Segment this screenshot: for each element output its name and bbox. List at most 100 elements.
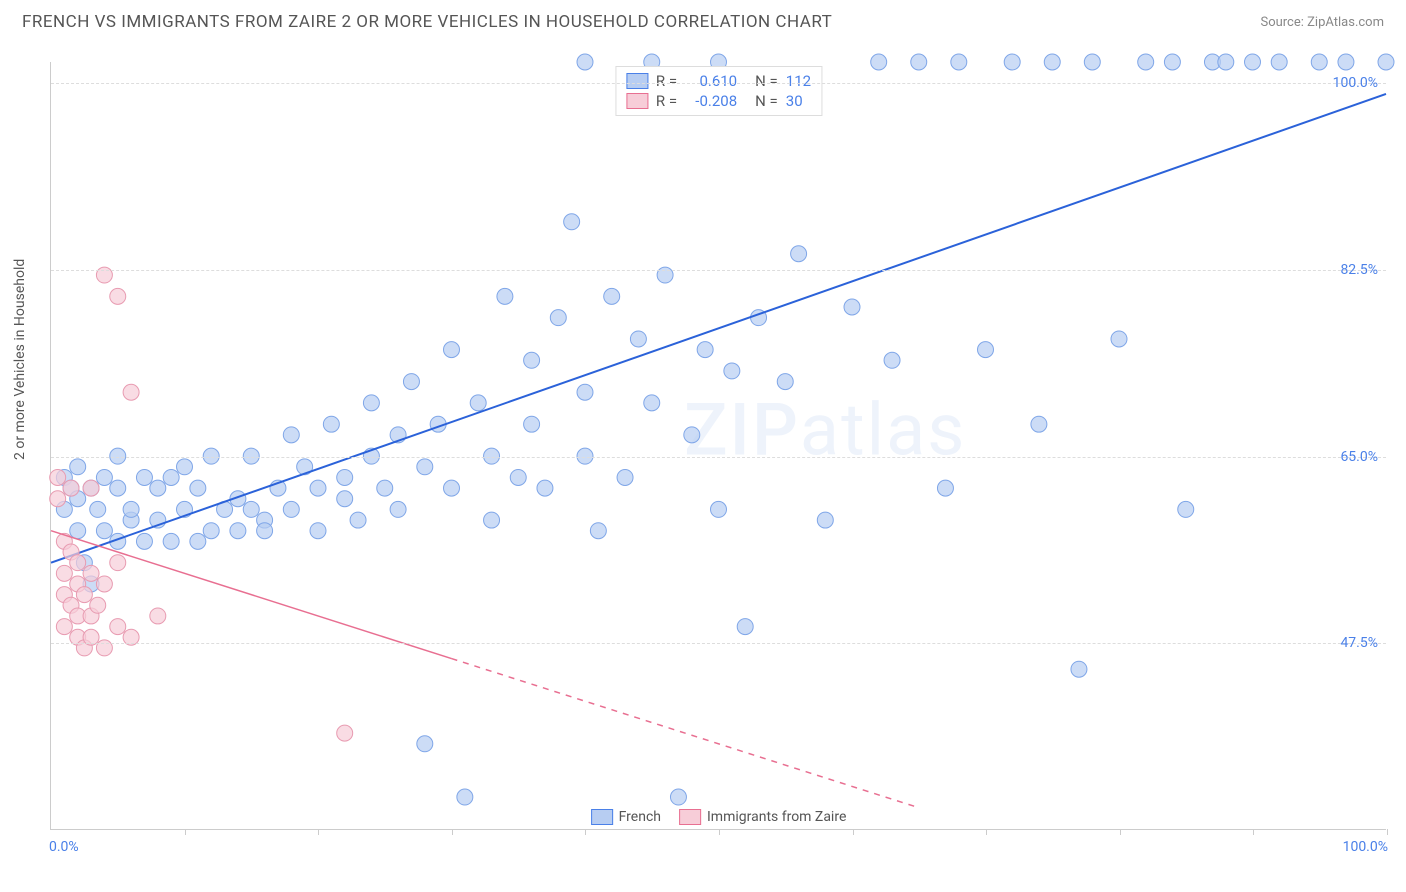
data-point [884,352,900,368]
data-point [123,501,139,517]
legend-label: Immigrants from Zaire [707,809,846,825]
chart-title: FRENCH VS IMMIGRANTS FROM ZAIRE 2 OR MOR… [22,12,832,32]
data-point [56,619,72,635]
data-point [537,480,553,496]
r-value: 0.610 [685,72,737,90]
legend-swatch [626,93,648,109]
data-point [363,395,379,411]
data-point [590,523,606,539]
data-point [630,331,646,347]
trend-line-solid [51,531,452,659]
data-point [1138,54,1154,70]
chart-plot-area: ZIPatlas R =0.610N =112R =-0.208N =30 0.… [50,62,1386,830]
data-point [644,395,660,411]
data-point [604,288,620,304]
x-tick [452,829,453,835]
data-point [70,555,86,571]
y-tick-label: 100.0% [1333,75,1378,91]
data-point [444,342,460,358]
x-tick [853,829,854,835]
data-point [670,789,686,805]
scatter-plot-svg [51,62,1386,829]
data-point [911,54,927,70]
data-point [50,491,66,507]
x-tick [185,829,186,835]
x-axis-max-label: 100.0% [1343,839,1388,855]
correlation-legend: R =0.610N =112R =-0.208N =30 [615,66,822,116]
data-point [70,523,86,539]
trend-line-dashed [452,659,919,808]
x-axis-min-label: 0.0% [49,839,79,855]
data-point [203,523,219,539]
r-label: R = [656,72,677,90]
data-point [83,480,99,496]
data-point [323,416,339,432]
data-point [50,469,66,485]
legend-swatch [626,73,648,89]
data-point [1311,54,1327,70]
data-point [1084,54,1100,70]
data-point [697,342,713,358]
legend-item: French [591,809,661,825]
data-point [1004,54,1020,70]
y-tick-label: 82.5% [1340,262,1378,278]
data-point [337,725,353,741]
data-point [817,512,833,528]
legend-label: French [619,809,661,825]
data-point [577,54,593,70]
data-point [791,246,807,262]
data-point [150,608,166,624]
n-label: N = [755,72,778,90]
x-tick [719,829,720,835]
data-point [1111,331,1127,347]
data-point [310,523,326,539]
data-point [724,363,740,379]
gridline [51,457,1386,458]
data-point [283,501,299,517]
data-point [564,214,580,230]
legend-swatch [679,809,701,825]
data-point [1218,54,1234,70]
n-value: 30 [786,92,803,110]
data-point [96,469,112,485]
x-tick [1120,829,1121,835]
data-point [497,288,513,304]
data-point [190,533,206,549]
legend-swatch [591,809,613,825]
data-point [350,512,366,528]
data-point [871,54,887,70]
data-point [417,736,433,752]
data-point [70,459,86,475]
data-point [684,427,700,443]
data-point [230,523,246,539]
data-point [577,384,593,400]
data-point [417,459,433,475]
y-tick-label: 65.0% [1340,449,1378,465]
data-point [951,54,967,70]
data-point [524,416,540,432]
data-point [1164,54,1180,70]
data-point [978,342,994,358]
x-tick [986,829,987,835]
x-tick [318,829,319,835]
data-point [163,533,179,549]
data-point [550,310,566,326]
data-point [1338,54,1354,70]
legend-row: R =0.610N =112 [626,71,811,91]
data-point [123,384,139,400]
source-attribution: Source: ZipAtlas.com [1260,15,1384,30]
r-value: -0.208 [685,92,737,110]
data-point [337,469,353,485]
data-point [470,395,486,411]
x-tick [585,829,586,835]
data-point [283,427,299,443]
data-point [310,480,326,496]
data-point [110,288,126,304]
data-point [510,469,526,485]
data-point [136,533,152,549]
data-point [337,491,353,507]
data-point [96,640,112,656]
data-point [90,501,106,517]
data-point [63,480,79,496]
gridline [51,270,1386,271]
